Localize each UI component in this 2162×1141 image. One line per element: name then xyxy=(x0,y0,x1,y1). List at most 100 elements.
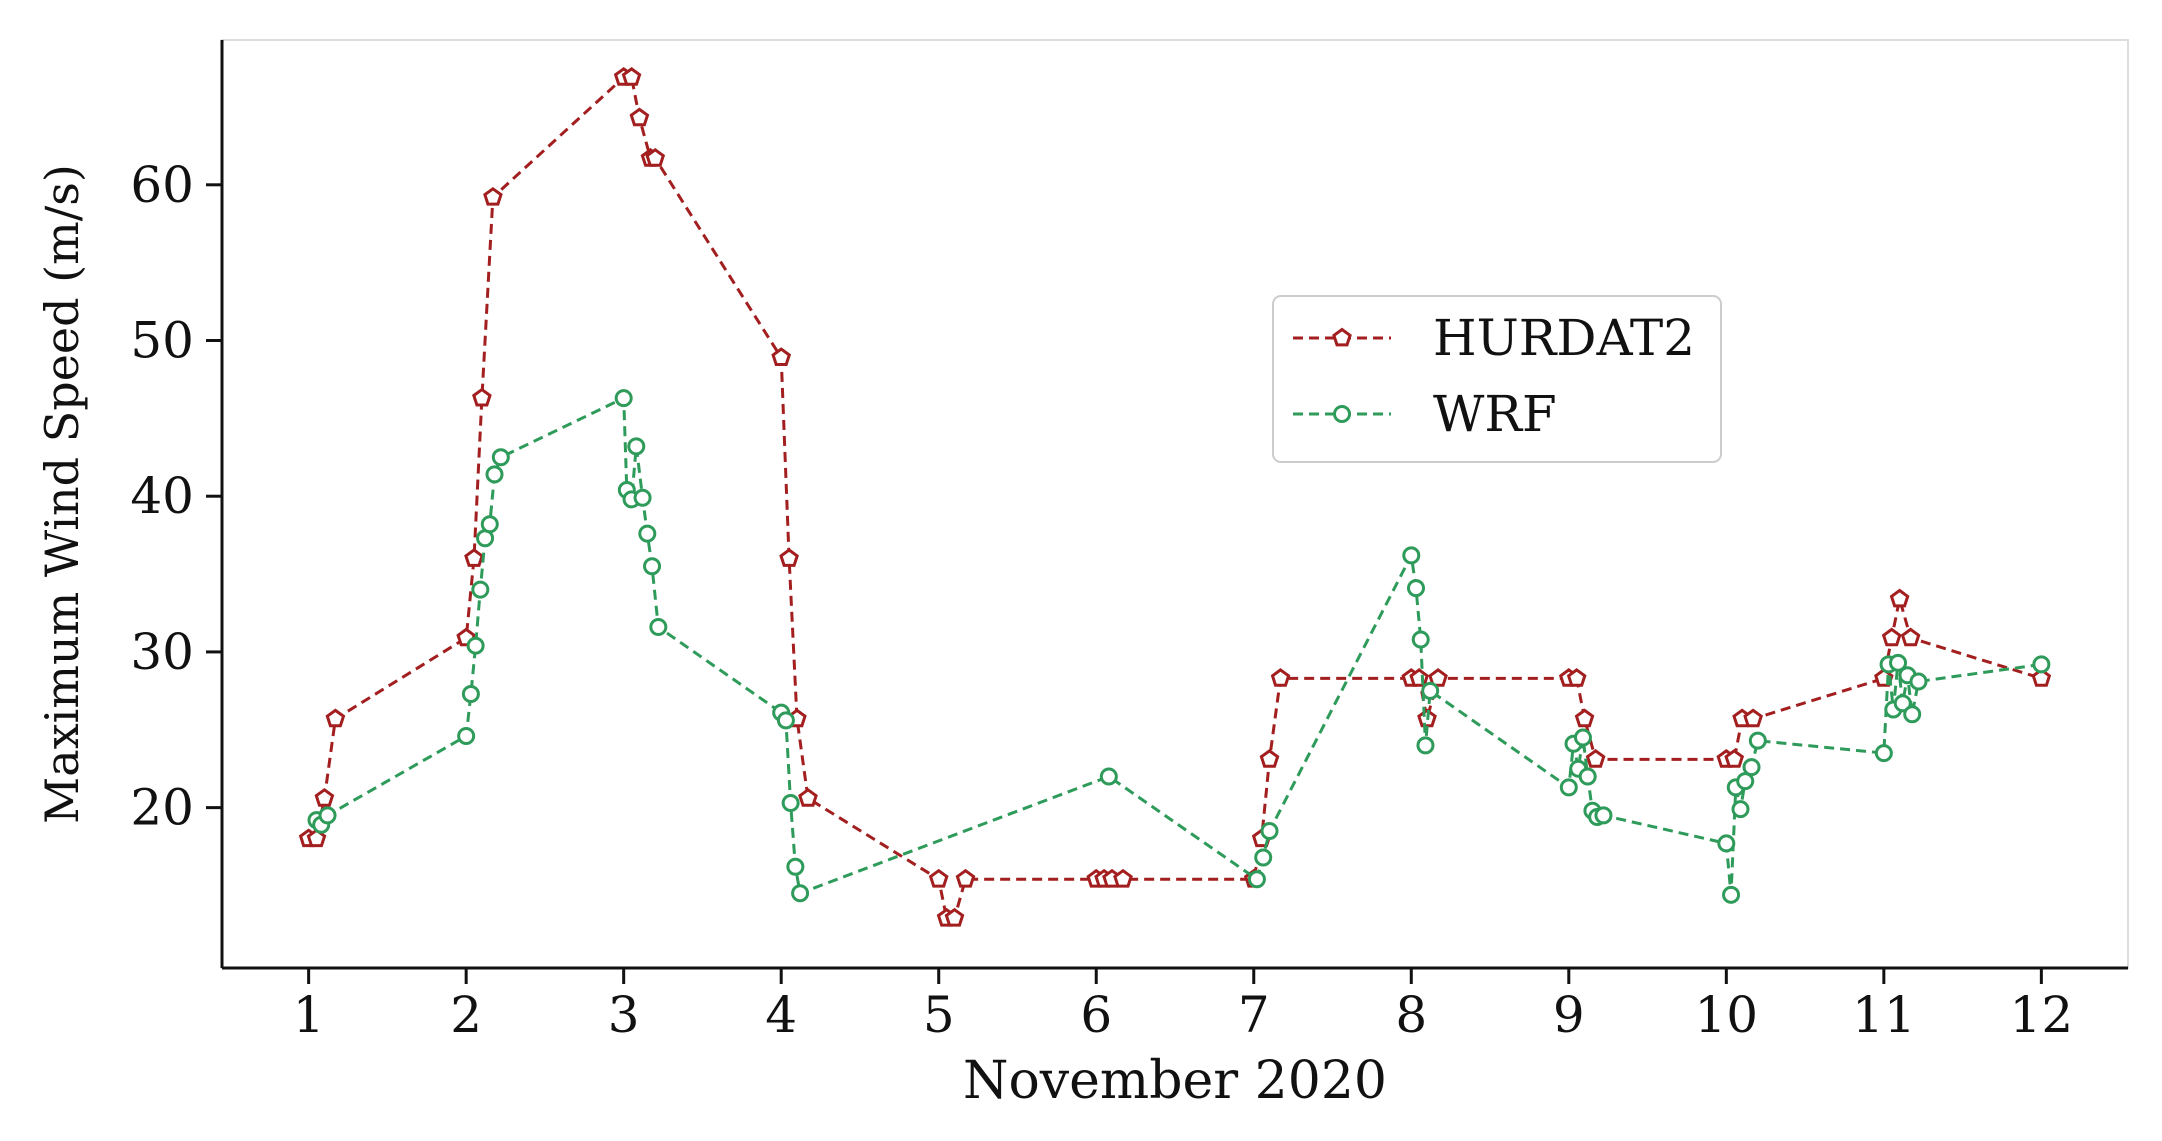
data-point-hurdat2 xyxy=(1881,627,1902,647)
x-tick-label: 3 xyxy=(608,986,640,1044)
data-point-wrf xyxy=(461,684,480,703)
data-point-hurdat2 xyxy=(1566,668,1587,687)
data-point-wrf xyxy=(627,437,646,456)
data-point-wrf xyxy=(1909,672,1928,691)
data-point-wrf xyxy=(1742,758,1761,777)
data-point-wrf xyxy=(1893,694,1912,713)
data-point-wrf xyxy=(1874,744,1893,763)
legend-label-hurdat2: HURDAT2 xyxy=(1433,309,1695,367)
data-point-wrf xyxy=(1402,546,1421,565)
data-point-hurdat2 xyxy=(779,548,799,567)
series-line-hurdat2 xyxy=(308,75,2042,920)
data-point-hurdat2 xyxy=(472,387,492,407)
data-point-hurdat2 xyxy=(1743,708,1763,728)
y-tick-label: 50 xyxy=(130,312,194,370)
x-tick-label: 7 xyxy=(1238,986,1270,1044)
data-point-hurdat2 xyxy=(1585,749,1606,768)
series-wrf xyxy=(307,389,2051,904)
data-point-wrf xyxy=(1411,630,1430,649)
series-hurdat2 xyxy=(298,67,2052,927)
data-point-hurdat2 xyxy=(944,907,965,927)
data-point-hurdat2 xyxy=(928,868,949,888)
data-point-hurdat2 xyxy=(645,147,666,167)
data-point-hurdat2 xyxy=(314,787,335,807)
data-point-hurdat2 xyxy=(1428,668,1448,687)
data-point-wrf xyxy=(1099,767,1118,786)
x-axis-title: November 2020 xyxy=(963,1051,1387,1111)
data-point-wrf xyxy=(1736,772,1755,791)
data-point-wrf xyxy=(318,806,337,825)
data-point-wrf xyxy=(1573,728,1592,747)
series-line-wrf xyxy=(315,395,2042,896)
x-tick-label: 4 xyxy=(765,986,797,1044)
x-tick-label: 8 xyxy=(1395,986,1427,1044)
x-tick-label: 9 xyxy=(1553,986,1585,1044)
data-point-wrf xyxy=(480,515,499,534)
data-point-hurdat2 xyxy=(306,828,327,848)
legend: HURDAT2 WRF xyxy=(1272,295,1722,463)
data-point-wrf xyxy=(1889,653,1908,672)
x-tick-label: 10 xyxy=(1695,986,1759,1044)
data-point-wrf xyxy=(1722,885,1741,904)
x-tick-label: 1 xyxy=(293,986,325,1044)
data-point-wrf xyxy=(1748,731,1767,750)
data-point-hurdat2 xyxy=(1900,627,1921,647)
data-point-hurdat2 xyxy=(1270,668,1291,687)
data-point-wrf xyxy=(471,580,490,599)
x-tick-label: 11 xyxy=(1852,986,1916,1044)
data-point-wrf xyxy=(649,618,668,637)
data-point-hurdat2 xyxy=(2031,668,2052,687)
legend-box xyxy=(1272,295,1722,463)
data-point-wrf xyxy=(1247,870,1266,889)
plot-area-border xyxy=(221,39,2129,969)
data-point-hurdat2 xyxy=(1259,749,1280,768)
y-axis-title: Maximum Wind Speed (m/s) xyxy=(35,164,89,824)
data-point-hurdat2 xyxy=(1574,708,1595,728)
data-point-wrf xyxy=(2032,655,2051,674)
data-point-wrf xyxy=(1407,579,1426,598)
data-point-wrf xyxy=(491,448,510,467)
y-tick-label: 60 xyxy=(130,156,194,214)
data-point-wrf xyxy=(457,727,476,745)
data-point-hurdat2 xyxy=(771,347,792,366)
data-point-hurdat2 xyxy=(1409,668,1429,687)
data-point-wrf xyxy=(776,711,795,730)
data-point-wrf xyxy=(1254,848,1273,867)
data-point-hurdat2 xyxy=(621,67,642,86)
data-point-wrf xyxy=(614,389,633,408)
y-tick-label: 40 xyxy=(130,467,194,525)
data-point-wrf xyxy=(643,557,662,576)
data-point-wrf xyxy=(1416,736,1435,755)
legend-item-hurdat2: HURDAT2 xyxy=(1293,309,1695,367)
data-point-hurdat2 xyxy=(1113,868,1133,888)
data-point-wrf xyxy=(1559,778,1578,797)
y-tick-label: 20 xyxy=(130,779,194,837)
y-tick-label: 30 xyxy=(130,623,194,681)
data-point-hurdat2 xyxy=(483,186,503,206)
data-point-wrf xyxy=(781,793,800,812)
legend-marker-hurdat2 xyxy=(1332,327,1352,347)
x-tick-label: 5 xyxy=(923,986,955,1044)
data-point-hurdat2 xyxy=(464,548,484,567)
x-tick-label: 6 xyxy=(1080,986,1112,1044)
data-point-wrf xyxy=(466,636,485,655)
x-tick-label: 2 xyxy=(450,986,482,1044)
data-point-hurdat2 xyxy=(1724,749,1745,768)
data-point-wrf xyxy=(633,488,652,507)
data-point-wrf xyxy=(1731,800,1750,819)
data-point-wrf xyxy=(1578,767,1597,786)
legend-marker-wrf xyxy=(1333,405,1351,423)
data-point-wrf xyxy=(485,465,504,484)
data-point-wrf xyxy=(791,884,810,903)
data-point-hurdat2 xyxy=(629,107,650,127)
data-point-wrf xyxy=(1421,681,1440,700)
legend-label-wrf: WRF xyxy=(1433,385,1557,443)
data-point-hurdat2 xyxy=(325,708,346,728)
data-point-wrf xyxy=(1903,705,1922,724)
data-point-wrf xyxy=(638,524,657,543)
legend-item-wrf: WRF xyxy=(1293,385,1557,443)
data-point-wrf xyxy=(786,857,805,876)
data-point-hurdat2 xyxy=(1889,588,1910,608)
